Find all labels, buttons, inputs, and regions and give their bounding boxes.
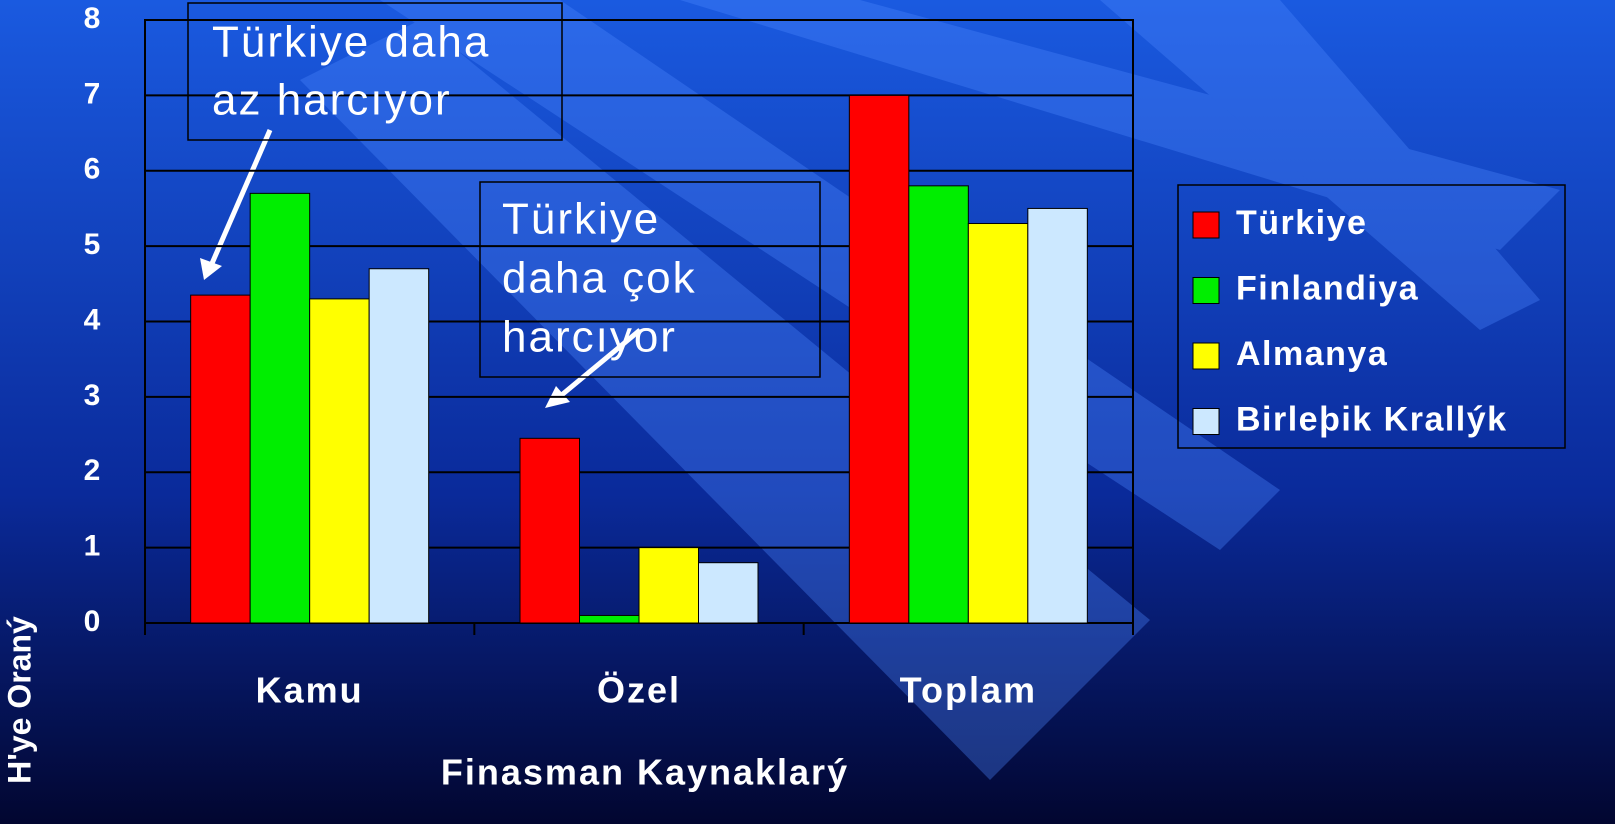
arrow <box>207 129 273 269</box>
arrow <box>556 328 642 400</box>
legend-label: Birleþik Krallýk <box>1236 400 1508 438</box>
y-tick-label: 6 <box>84 153 101 186</box>
bar <box>309 298 370 624</box>
legend-swatch <box>1192 408 1220 435</box>
x-tick-label: Toplam <box>900 670 1037 711</box>
bar <box>698 562 759 624</box>
legend-swatch <box>1192 342 1220 370</box>
bar <box>1027 207 1088 624</box>
annotation: daha çok <box>502 254 697 303</box>
bar <box>249 192 311 624</box>
y-tick-label: 4 <box>84 303 101 336</box>
bar <box>579 614 640 624</box>
y-tick-label: 3 <box>84 379 101 412</box>
annotation: az harcıyor <box>212 76 452 125</box>
annotation-box <box>479 181 821 378</box>
annotation-box <box>187 2 563 141</box>
bar <box>848 94 910 624</box>
x-tick-label: Özel <box>597 670 681 711</box>
legend-swatch <box>1192 277 1220 304</box>
legend-label: Türkiye <box>1236 204 1367 242</box>
annotation: Türkiye <box>502 195 660 244</box>
legend-swatch <box>1192 211 1220 239</box>
bar <box>638 547 699 624</box>
y-tick-label: 0 <box>84 605 101 638</box>
y-tick-label: 7 <box>84 77 101 110</box>
legend <box>1177 184 1566 449</box>
legend-label: Almanya <box>1236 335 1388 373</box>
y-tick-label: 5 <box>84 228 101 261</box>
y-tick-label: 8 <box>84 2 101 35</box>
bar <box>519 437 580 624</box>
y-tick-label: 2 <box>84 454 101 487</box>
y-axis-title: H'ye Oraný <box>1 616 37 784</box>
y-tick-label: 1 <box>84 530 101 563</box>
bar <box>908 185 969 624</box>
x-axis-title: Finasman Kaynaklarý <box>441 752 849 793</box>
bar <box>190 294 251 624</box>
annotation: Türkiye daha <box>212 18 490 67</box>
x-tick-label: Kamu <box>256 670 364 711</box>
arrow-head <box>200 258 222 280</box>
legend-label: Finlandiya <box>1236 269 1419 307</box>
bar <box>368 268 430 624</box>
bar <box>967 223 1029 624</box>
annotation: harcıyor <box>502 313 677 362</box>
